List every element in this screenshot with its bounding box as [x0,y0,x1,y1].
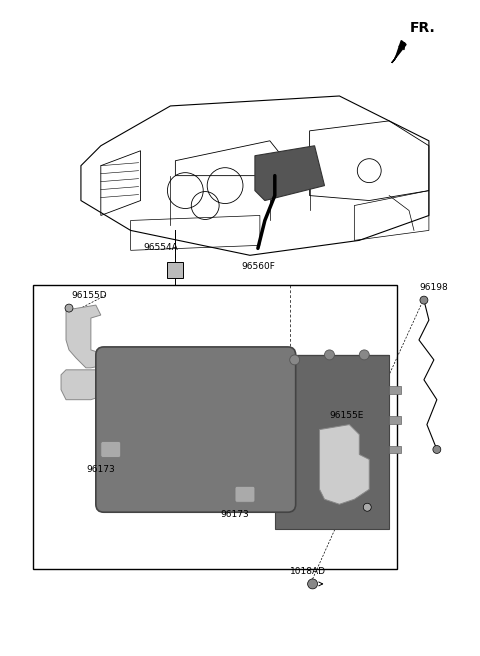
Text: 96155D: 96155D [71,291,107,300]
Text: 1018AD: 1018AD [290,567,326,576]
Text: 96173: 96173 [221,510,250,520]
FancyBboxPatch shape [96,347,296,512]
Bar [33,285,397,569]
Text: 96554A: 96554A [143,243,178,253]
Bar [389,386,401,394]
Circle shape [308,579,318,589]
Circle shape [420,296,428,304]
Circle shape [433,445,441,453]
Bar [275,355,389,529]
Circle shape [360,350,369,360]
Polygon shape [392,41,406,63]
Circle shape [290,355,300,365]
Polygon shape [320,424,369,504]
Circle shape [363,503,371,511]
FancyBboxPatch shape [101,441,120,457]
Text: 96155E: 96155E [329,411,364,420]
Text: 96173: 96173 [86,465,115,474]
FancyBboxPatch shape [235,486,255,502]
Text: FR.: FR. [410,20,436,35]
Polygon shape [66,305,106,368]
Bar [389,445,401,453]
Circle shape [324,350,335,360]
Text: 96198: 96198 [419,283,448,292]
Polygon shape [255,146,324,201]
Bar [168,262,183,278]
Bar [389,416,401,424]
Text: 96560F: 96560F [241,262,275,272]
Polygon shape [61,370,106,400]
Circle shape [65,304,73,312]
